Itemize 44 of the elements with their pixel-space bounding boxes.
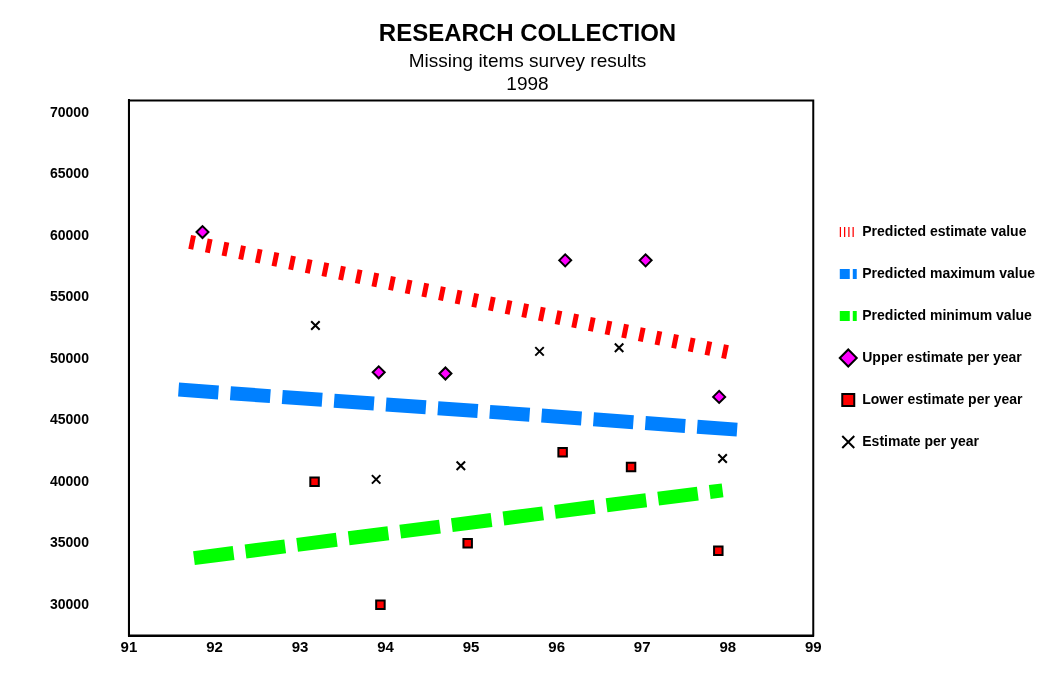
point <box>534 346 545 357</box>
point <box>455 460 467 472</box>
point <box>375 599 386 611</box>
chart-subtitle: Missing items survey results 1998 <box>408 50 647 95</box>
legend-label: Predicted minimum value <box>862 306 1033 323</box>
x-tick-label: 99 <box>804 637 822 655</box>
point <box>462 538 473 549</box>
x-tick-label: 97 <box>633 637 651 655</box>
y-tick-label: 30000 <box>49 595 90 612</box>
point <box>310 320 321 331</box>
chart-title: RESEARCH COLLECTION <box>378 19 677 47</box>
point <box>195 225 210 240</box>
point <box>438 366 453 381</box>
point <box>558 253 573 268</box>
legend-label: Upper estimate per year <box>862 348 1023 365</box>
y-tick-label: 45000 <box>49 411 90 428</box>
point <box>713 545 724 556</box>
point <box>712 389 727 404</box>
point <box>613 342 625 353</box>
point <box>625 461 637 473</box>
x-tick-label: 93 <box>291 637 309 655</box>
y-tick-label: 65000 <box>49 165 90 182</box>
y-tick-label: 70000 <box>49 103 90 120</box>
legend-label: Lower estimate per year <box>862 390 1024 407</box>
x-tick-label: 91 <box>120 637 138 655</box>
point <box>309 476 320 488</box>
x-tick-label: 94 <box>377 637 395 655</box>
y-tick-label: 60000 <box>49 226 90 243</box>
y-tick-label: 50000 <box>49 349 90 366</box>
point <box>370 474 382 485</box>
y-tick-label: 55000 <box>49 288 90 305</box>
x-tick-label: 98 <box>719 637 737 655</box>
y-tick-label: 35000 <box>49 534 90 551</box>
legend-label: Estimate per year <box>862 432 980 449</box>
legend-label: Predicted estimate value <box>862 222 1027 239</box>
legend-label: Predicted maximum value <box>862 264 1036 281</box>
x-tick-label: 92 <box>206 637 223 655</box>
point <box>638 253 653 268</box>
point <box>717 453 728 464</box>
x-tick-label: 96 <box>548 637 565 655</box>
y-tick-label: 40000 <box>49 472 90 489</box>
point <box>371 365 386 380</box>
x-tick-label: 95 <box>462 637 480 655</box>
point <box>557 447 568 458</box>
